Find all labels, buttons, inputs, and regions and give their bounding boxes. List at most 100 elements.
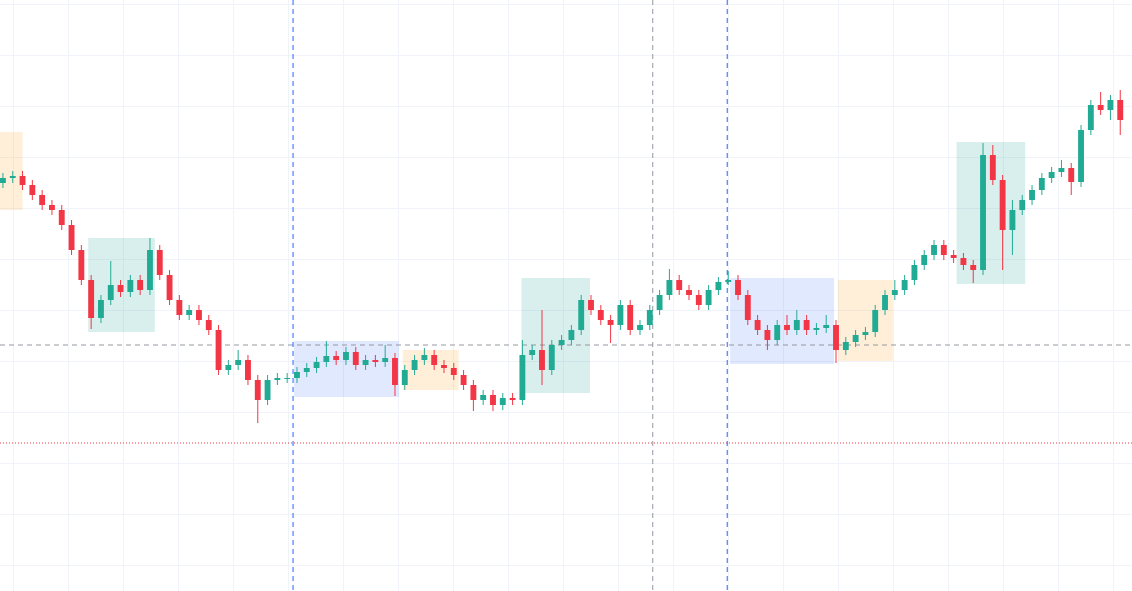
candle-body (666, 280, 673, 295)
candle-body (29, 185, 36, 195)
candle-body (1078, 130, 1084, 182)
candle-body (872, 310, 879, 332)
candle-body (695, 295, 702, 305)
candle-body (1029, 190, 1035, 200)
candle-body (78, 250, 85, 280)
candle-body (960, 258, 967, 265)
candle-body (294, 372, 300, 378)
candle-body (1038, 178, 1045, 190)
candle-body (421, 355, 428, 360)
candle-body (539, 350, 545, 370)
candle-body (313, 362, 320, 368)
candle-body (558, 340, 565, 345)
candle-body (156, 250, 163, 275)
candle-body (744, 295, 751, 320)
candle-body (490, 395, 496, 405)
candle-body (686, 290, 692, 295)
zone (0, 132, 23, 210)
candle-body (999, 180, 1006, 230)
candle-body (460, 375, 467, 385)
candle-body (196, 310, 202, 320)
candle-body (392, 358, 398, 385)
candle-body (441, 365, 447, 368)
candle-body (882, 295, 888, 310)
candle-body (1068, 168, 1075, 182)
candle-body (1009, 210, 1016, 230)
candle-body (931, 245, 937, 255)
candle-body (137, 280, 144, 290)
zone (521, 278, 591, 393)
candle-body (1107, 100, 1114, 110)
candle-body (215, 330, 222, 370)
candle-body (107, 285, 114, 300)
candle-body (509, 398, 516, 400)
candle-body (352, 352, 359, 365)
candle-body (568, 330, 575, 340)
candle-body (637, 325, 643, 330)
candle-body (49, 205, 55, 210)
candle-body (578, 300, 585, 330)
candle-body (411, 360, 418, 370)
candle-body (401, 370, 408, 385)
candle-body (607, 320, 614, 325)
candle-body (627, 305, 634, 330)
candle-body (88, 280, 95, 318)
candle-body (901, 280, 908, 290)
candle-body (117, 285, 124, 292)
candle-body (480, 395, 487, 400)
candle-body (725, 280, 732, 282)
candle-body (470, 385, 477, 400)
candle-body (597, 310, 604, 320)
zone (402, 350, 459, 390)
candle-body (1058, 168, 1065, 172)
candle-body (1019, 200, 1026, 210)
candle-body (774, 325, 781, 340)
candle-body (235, 360, 242, 365)
candle-body (225, 365, 232, 370)
candle-body (176, 300, 183, 315)
candle-body (823, 325, 830, 328)
candle-body (793, 320, 800, 330)
candle-body (147, 250, 153, 290)
candle-body (970, 265, 977, 270)
candle-body (98, 300, 104, 318)
candle-body (205, 320, 212, 330)
candle-body (166, 275, 173, 300)
candle-body (372, 360, 379, 362)
candle-body (842, 342, 849, 350)
candle-body (1087, 105, 1094, 130)
candle-body (989, 155, 996, 180)
candle-body (1117, 100, 1124, 120)
candle-body (588, 300, 594, 310)
candle-body (245, 360, 251, 380)
candle-body (362, 360, 369, 365)
candle-body (450, 368, 457, 375)
candle-body (862, 332, 869, 335)
candle-body (382, 358, 389, 362)
candle-body (911, 265, 918, 280)
candle-body (519, 355, 526, 400)
candle-body (254, 380, 261, 400)
candle-body (980, 155, 986, 270)
candle-body (264, 380, 271, 400)
candle-body (705, 290, 712, 305)
candle-body (735, 280, 741, 295)
candle-body (803, 320, 810, 330)
candle-body (9, 176, 16, 178)
candle-body (284, 378, 291, 379)
candle-body (127, 280, 134, 292)
candle-body (715, 282, 722, 290)
candle-body (813, 328, 820, 330)
candle-body (431, 355, 438, 365)
candle-body (656, 295, 663, 310)
candle-body (646, 310, 653, 325)
candle-body (303, 368, 310, 372)
candle-body (58, 210, 65, 225)
candle-body (548, 345, 555, 370)
candle-body (617, 305, 624, 325)
zone (730, 278, 835, 364)
candle-body (921, 255, 928, 265)
candle-body (1097, 105, 1104, 110)
candle-body (764, 330, 771, 340)
